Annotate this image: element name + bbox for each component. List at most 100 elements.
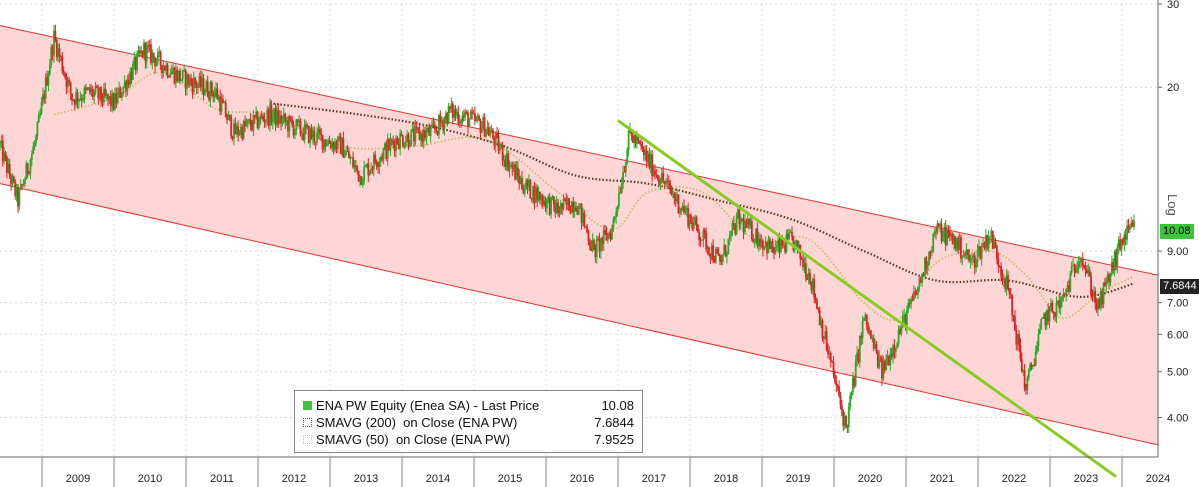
candle-body-67 [91,88,94,97]
candle-body-224 [309,128,312,143]
candle-body-244 [336,137,339,149]
candle-body-410 [566,198,569,205]
candle-body-252 [348,151,350,159]
candle-body-538 [744,220,746,233]
candle-body-620 [857,352,860,362]
candle-body-141 [194,77,197,85]
candle-body-161 [222,98,224,104]
candle-body-422 [583,212,586,226]
candle-body-159 [219,96,222,112]
candle-body-763 [1055,302,1058,318]
candle-body-186 [256,111,259,128]
candle-body-108 [148,44,151,48]
candle-body-120 [165,64,168,71]
candle-body-588 [813,279,816,298]
candle-body-699 [966,249,969,256]
candle-body-270 [372,154,375,170]
candle-body-204 [281,118,284,124]
candle-body-653 [903,314,906,316]
candle-body-106 [145,45,148,62]
candle-body-0 [0,143,1,147]
candle-body-62 [84,87,87,90]
candle-body-239 [330,143,332,148]
candle-body-285 [393,143,396,152]
candle-body-759 [1050,302,1052,307]
candle-body-245 [338,136,341,138]
candle-body-330 [456,112,458,116]
candle-body-88 [120,94,123,98]
candle-body-320 [442,121,444,129]
candle-body-576 [796,240,799,249]
candle-body-632 [874,344,876,349]
candle-body-399 [551,196,554,198]
candle-body-91 [125,81,127,92]
x-year-label-0: 2009 [66,473,90,485]
candle-body-325 [449,106,451,110]
candle-body-783 [1083,265,1086,268]
candle-body-346 [478,115,480,121]
candle-body-777 [1074,270,1077,273]
candle-body-207 [285,120,288,122]
candle-body-563 [778,239,781,252]
candle-body-507 [701,240,703,241]
candle-body-259 [357,170,360,182]
candle-body-37 [50,46,53,65]
candle-body-328 [453,109,456,118]
candle-body-284 [392,140,395,144]
candle-body-768 [1062,294,1065,298]
candle-body-278 [384,143,386,149]
candle-body-451 [623,171,626,173]
candle-body-490 [677,194,680,213]
candle-body-591 [817,308,820,311]
candle-body-309 [426,127,429,132]
candle-body-364 [503,159,505,161]
candle-body-247 [341,137,343,155]
candle-body-124 [170,71,173,75]
candle-body-647 [894,348,897,352]
candle-body-297 [410,129,413,146]
candle-body-537 [742,219,745,233]
candle-body-463 [640,143,642,146]
candle-body-7 [8,163,11,177]
candle-body-803 [1110,262,1113,274]
candle-body-646 [893,345,896,352]
channel-upper-line [0,25,1159,276]
candle-body-110 [151,52,154,63]
candle-body-812 [1123,234,1126,245]
candle-body-362 [500,145,503,148]
candle-body-483 [667,180,670,183]
candle-body-570 [788,232,791,239]
candle-body-725 [1002,278,1005,280]
candle-body-663 [917,286,919,295]
candle-body-234 [323,139,325,150]
candle-body-194 [267,109,270,126]
candle-body-95 [130,71,133,80]
candle-body-487 [673,193,676,199]
candle-body-780 [1079,261,1081,263]
candle-body-342 [472,112,475,114]
candle-body-47 [64,73,66,78]
candle-body-206 [284,113,287,122]
candle-body-177 [244,121,246,126]
candle-body-220 [303,124,306,140]
candle-body-671 [928,251,930,265]
candle-body-42 [57,48,60,58]
candle-body-497 [687,207,690,227]
candle-body-641 [886,356,889,361]
candle-body-519 [717,253,720,256]
candle-body-192 [264,120,267,123]
candle-body-590 [816,299,818,309]
candle-body-577 [798,244,800,249]
candle-body-41 [55,40,58,58]
candle-body-522 [721,254,724,262]
candle-body-308 [425,131,428,138]
candle-body-741 [1025,387,1027,391]
candle-body-468 [647,153,649,163]
candle-body-25 [33,143,36,147]
candle-body-766 [1059,300,1062,309]
candle-body-151 [208,96,210,100]
candle-body-288 [397,143,400,149]
candle-body-84 [115,93,118,103]
y-tick-label-0: 4.00 [1167,413,1188,425]
candle-body-315 [435,128,438,131]
